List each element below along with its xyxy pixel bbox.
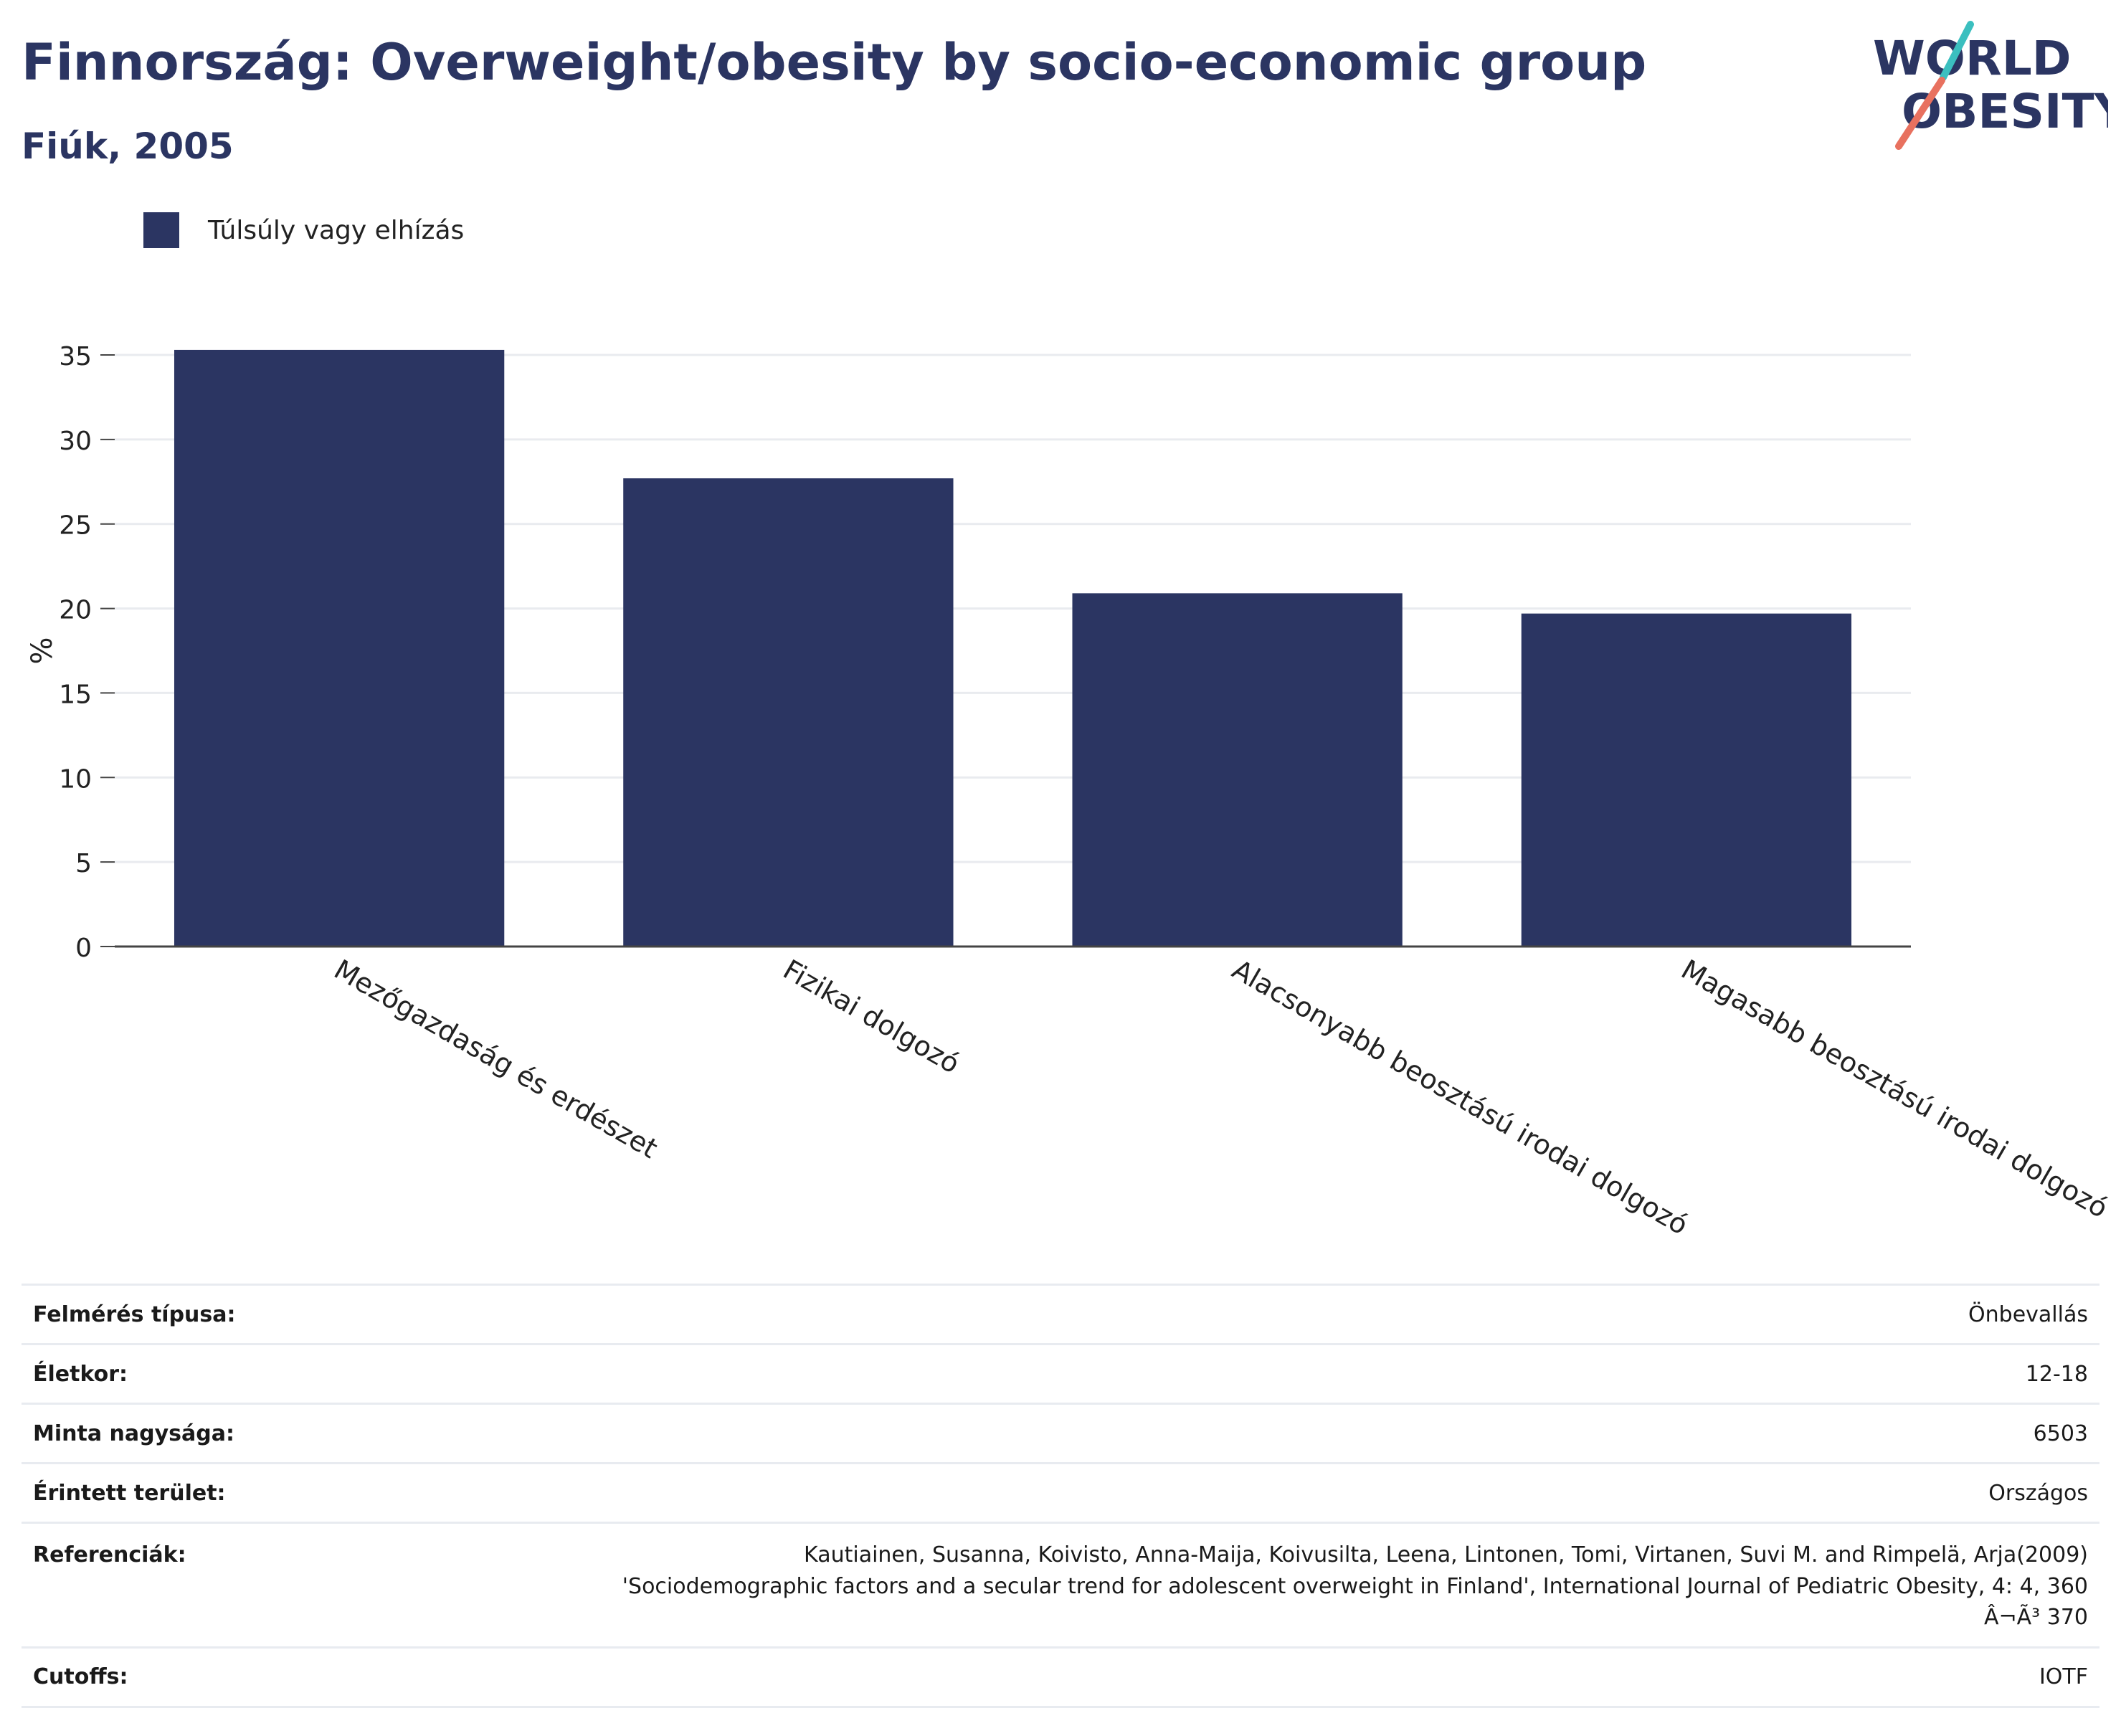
y-tick-label: 35 (59, 342, 92, 371)
reference-line: Kautiainen, Susanna, Koivisto, Anna-Maij… (804, 1542, 2088, 1567)
x-tick-label: Mezőgazdaság és erdészet (329, 954, 663, 1165)
info-row: Cutoffs: IOTF (22, 1647, 2099, 1707)
bar (1072, 593, 1403, 947)
info-value: Országos (1988, 1480, 2088, 1506)
info-row: Referenciák: Kautiainen, Susanna, Koivist… (22, 1522, 2099, 1648)
logo-coral-stroke (1895, 77, 1945, 150)
y-axis-label: % (26, 637, 59, 664)
legend-label: Túlsúly vagy elhízás (208, 215, 465, 245)
info-key: Cutoffs: (33, 1664, 128, 1689)
y-tick-label: 0 (75, 934, 92, 963)
info-row: Minta nagysága: 6503 (22, 1403, 2099, 1464)
bar-chart: 0 5 10 15 20 25 30 35% Mezőgazdaság és erdészet F… (26, 342, 2113, 1241)
info-value: IOTF (2039, 1664, 2088, 1689)
y-tick-label: 10 (59, 764, 92, 794)
info-key: Életkor: (33, 1361, 128, 1387)
legend-swatch (143, 212, 179, 248)
world-obesity-logo: WORLD OBESITY (1873, 21, 2108, 150)
y-tick-label: 15 (59, 680, 92, 709)
chart-title: Finnország: Overweight/obesity by socio-… (22, 33, 1647, 92)
y-tick-label: 20 (59, 596, 92, 625)
y-tick-label: 25 (59, 511, 92, 541)
survey-info-table: Felmérés típusa: Önbevallás Életkor: 12-18 M… (22, 1284, 2099, 1708)
y-tick-label: 5 (75, 849, 92, 878)
info-row: Érintett terület: Országos (22, 1463, 2099, 1523)
info-value: Önbevallás (1968, 1301, 2088, 1327)
bar (1521, 613, 1852, 947)
info-value: Kautiainen, Susanna, Koivisto, Anna-Maij… (295, 1523, 2099, 1648)
logo-line1: WORLD (1873, 31, 2072, 86)
bar (174, 349, 505, 947)
info-key: Érintett terület: (33, 1480, 226, 1506)
reference-line: 'Sociodemographic factors and a secular … (622, 1573, 2088, 1599)
y-tick-label: 30 (59, 427, 92, 456)
info-key: Felmérés típusa: (33, 1301, 236, 1327)
logo-teal-stroke (1940, 21, 1974, 81)
x-tick-label: Alacsonyabb beosztású irodai dolgozó (1227, 954, 1694, 1241)
chart-legend: Túlsúly vagy elhízás (143, 212, 464, 248)
info-row: Életkor: 12-18 (22, 1344, 2099, 1404)
bar (623, 478, 954, 947)
chart-subtitle: Fiúk, 2005 (22, 125, 234, 167)
info-value: 6503 (2033, 1420, 2088, 1446)
info-key: Referenciák: (33, 1542, 186, 1567)
info-value: 12-18 (2025, 1361, 2088, 1387)
info-row: Felmérés típusa: Önbevallás (22, 1284, 2099, 1344)
reference-line: Â¬Ã³ 370 (1983, 1605, 2088, 1630)
info-key: Minta nagysága: (33, 1420, 234, 1446)
x-tick-label: Fizikai dolgozó (778, 954, 965, 1080)
x-tick-label: Magasabb beosztású irodai dolgozó (1676, 954, 2113, 1224)
